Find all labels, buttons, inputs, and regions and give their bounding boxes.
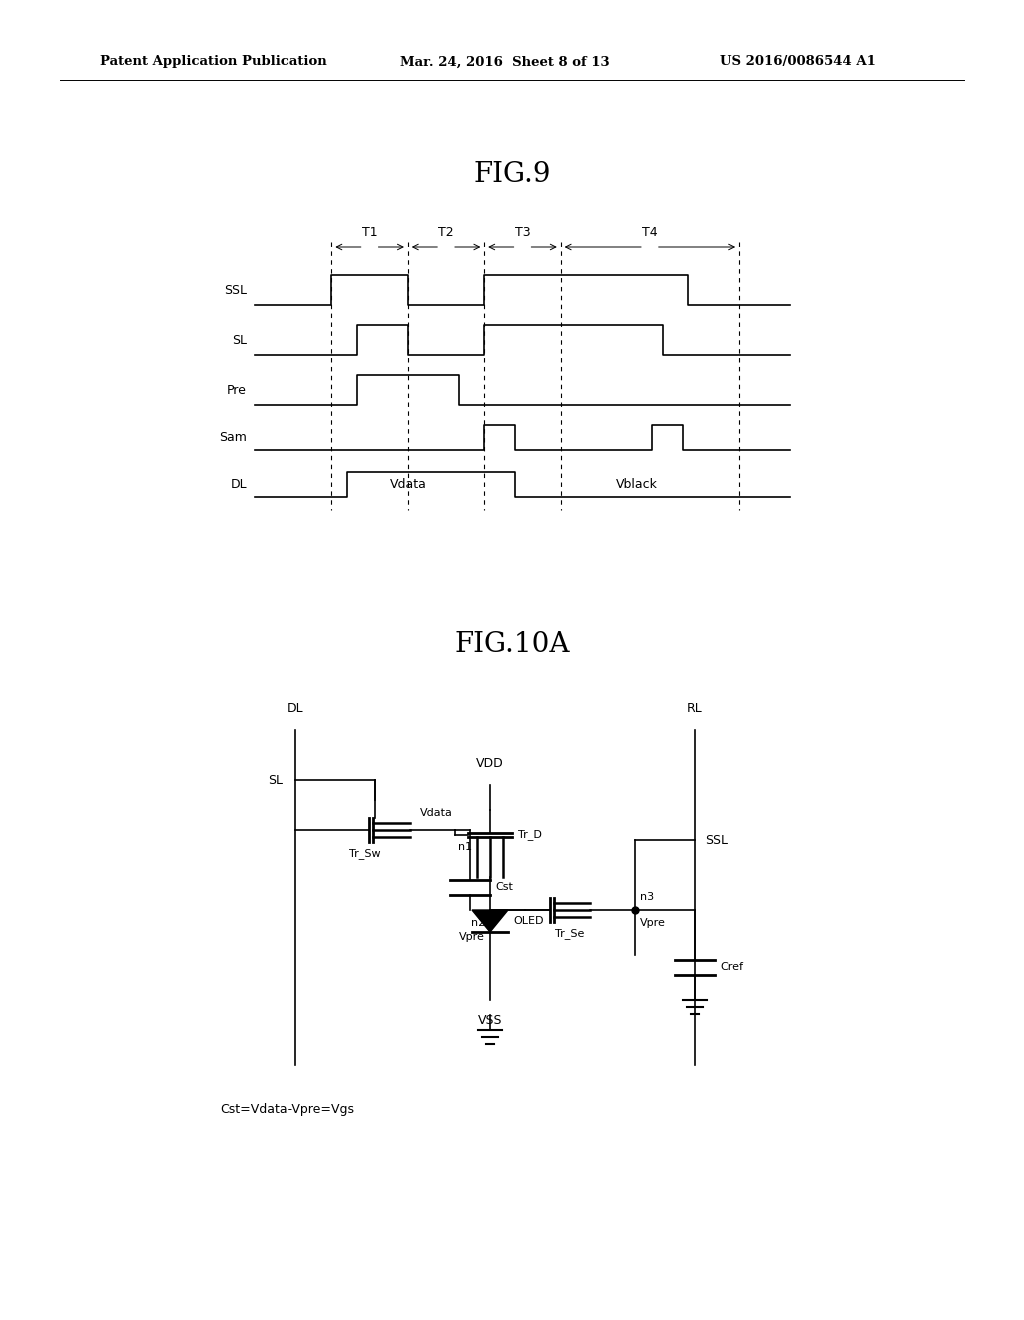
Text: Vdata: Vdata [420,808,453,818]
Text: SL: SL [232,334,247,346]
Text: n2: n2 [471,917,485,928]
Text: T1: T1 [361,226,378,239]
Text: DL: DL [287,702,303,715]
Text: Tr_Sw: Tr_Sw [349,847,381,859]
Text: FIG.9: FIG.9 [473,161,551,189]
Text: Mar. 24, 2016  Sheet 8 of 13: Mar. 24, 2016 Sheet 8 of 13 [400,55,609,69]
Text: Sam: Sam [219,432,247,444]
Text: n3: n3 [640,892,654,902]
Text: Tr_D: Tr_D [518,829,542,841]
Text: Vpre: Vpre [640,917,666,928]
Polygon shape [472,909,508,932]
Text: Tr_Se: Tr_Se [555,928,585,939]
Text: T2: T2 [438,226,454,239]
Text: n1: n1 [458,842,472,851]
Text: T3: T3 [515,226,530,239]
Text: SL: SL [268,774,283,787]
Text: RL: RL [687,702,702,715]
Text: Vpre: Vpre [459,932,485,942]
Text: FIG.10A: FIG.10A [455,631,569,659]
Text: DL: DL [230,478,247,491]
Text: US 2016/0086544 A1: US 2016/0086544 A1 [720,55,876,69]
Text: OLED: OLED [513,916,544,927]
Text: SSL: SSL [224,284,247,297]
Text: Cst: Cst [495,883,513,892]
Text: SSL: SSL [705,833,728,846]
Text: VSS: VSS [478,1014,502,1027]
Text: Vdata: Vdata [389,478,426,491]
Text: Cref: Cref [720,962,743,973]
Text: Patent Application Publication: Patent Application Publication [100,55,327,69]
Text: Cst=Vdata-Vpre=Vgs: Cst=Vdata-Vpre=Vgs [220,1104,354,1117]
Text: VDD: VDD [476,756,504,770]
Text: T4: T4 [642,226,657,239]
Text: Pre: Pre [227,384,247,396]
Text: Vblack: Vblack [616,478,658,491]
